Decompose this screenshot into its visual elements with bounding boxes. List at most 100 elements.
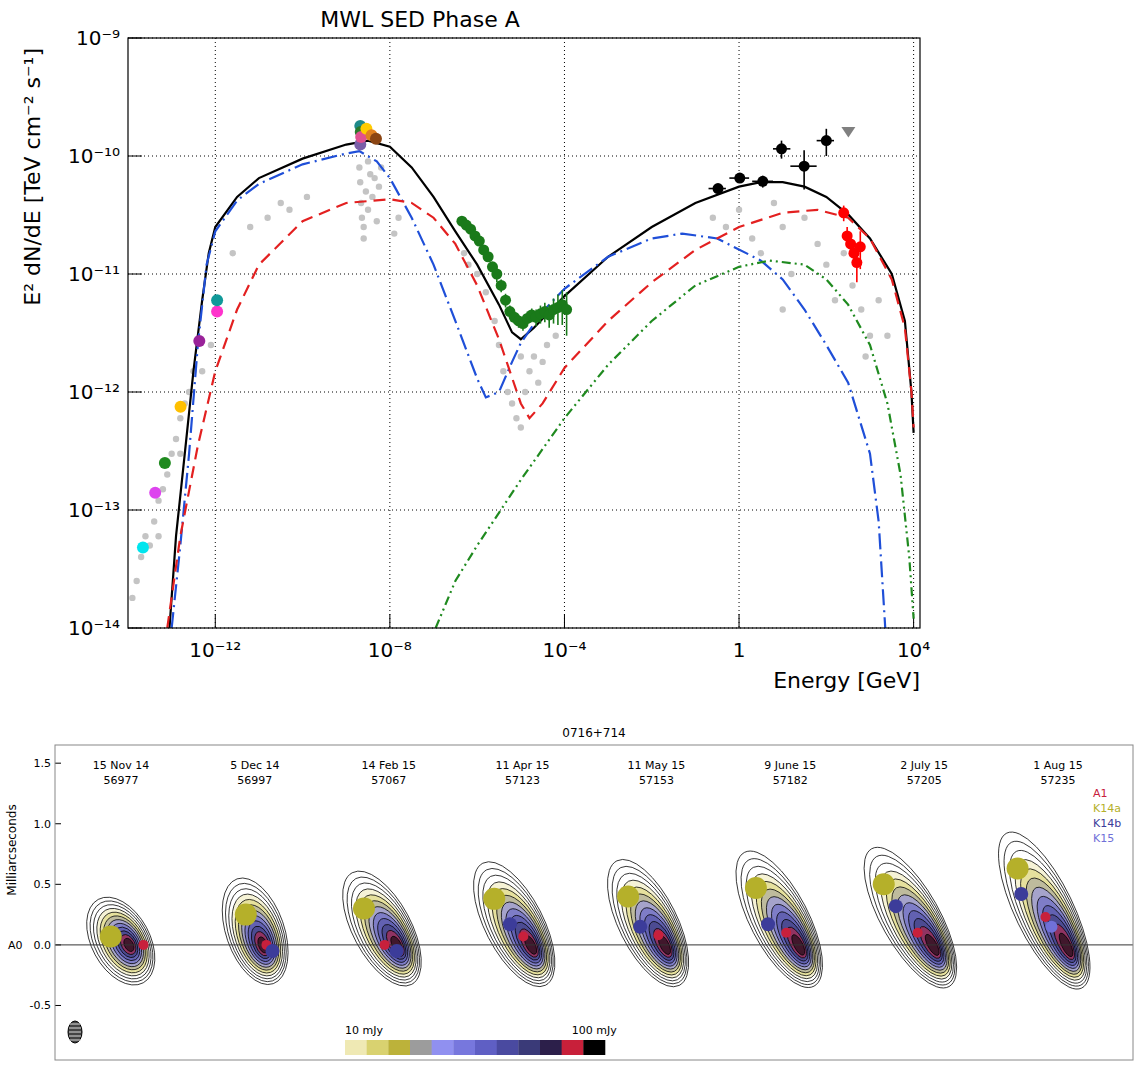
data-point (513, 415, 519, 421)
contour (226, 893, 289, 979)
data-point (491, 269, 502, 280)
data-point (509, 400, 515, 406)
component (1046, 921, 1058, 933)
beam-hatch (69, 1028, 81, 1029)
contour (1022, 881, 1090, 978)
contour (481, 880, 560, 983)
contour (764, 899, 820, 973)
colorbar-swatch (518, 1040, 540, 1055)
data-point (247, 224, 253, 230)
data-point (360, 224, 366, 230)
data-point (779, 224, 785, 230)
contour (895, 897, 954, 973)
data-point (208, 342, 214, 348)
data-point (544, 342, 550, 348)
reference-line (55, 944, 1133, 945)
colorbar-swatch (367, 1040, 389, 1055)
component (653, 930, 663, 940)
component (1040, 912, 1050, 922)
contour (516, 926, 542, 960)
axis-title: Energy [GeV] (773, 668, 920, 693)
contour-map (719, 839, 840, 1000)
model-curve (167, 199, 913, 628)
contour (881, 879, 960, 981)
data-point (823, 261, 829, 267)
contour (994, 841, 1102, 993)
data-point (360, 235, 366, 241)
component (483, 888, 505, 910)
data-point (483, 289, 489, 295)
component (503, 917, 517, 931)
tick (128, 274, 142, 275)
contour (231, 899, 287, 975)
component (100, 925, 122, 947)
contour (210, 869, 301, 993)
data-point (175, 401, 187, 413)
contour (615, 879, 694, 983)
contour (214, 875, 298, 989)
data-point (149, 487, 161, 499)
plot-frame (128, 38, 920, 628)
grid-line (128, 274, 920, 275)
data-point (304, 194, 310, 200)
epoch-date: 11 May 15 (628, 759, 686, 772)
tick-label: 1.0 (34, 818, 52, 831)
grid-line (389, 38, 390, 628)
contour (732, 856, 834, 992)
component (633, 920, 647, 934)
axis-title: E² dN/dE [TeV cm⁻² s⁻¹] (20, 48, 45, 306)
data-point (371, 175, 377, 181)
data-point (376, 183, 382, 189)
contour (349, 886, 426, 982)
legend-entry: K15 (1093, 832, 1114, 845)
data-point (374, 218, 380, 224)
data-point (500, 368, 506, 374)
epoch-mjd: 57205 (907, 774, 942, 787)
contour (853, 843, 971, 996)
data-point (496, 280, 507, 291)
contour (987, 831, 1104, 997)
data-point (758, 250, 764, 256)
contour (644, 918, 679, 964)
grid-line (913, 38, 914, 628)
data-point (788, 271, 794, 277)
data-point (734, 173, 745, 184)
colorbar-label: 10 mJy (345, 1024, 383, 1037)
data-point (710, 214, 716, 220)
contour (757, 890, 822, 976)
tick-label: 10⁻¹² (68, 380, 120, 404)
data-point (561, 304, 572, 315)
legend-entry: A1 (1093, 787, 1108, 800)
data-point (535, 379, 541, 385)
contour (909, 915, 948, 966)
colorbar-swatch (410, 1040, 432, 1055)
data-point (757, 176, 768, 187)
contour (591, 848, 705, 999)
data-point (369, 194, 375, 200)
tick (55, 823, 61, 824)
tick (128, 510, 142, 511)
beam (68, 1021, 82, 1043)
tick-label: 10⁻⁸ (368, 638, 412, 662)
component (761, 917, 775, 931)
contour-map (73, 886, 169, 997)
grid-line (739, 38, 740, 628)
data-point (749, 235, 755, 241)
contour (902, 906, 951, 969)
contour (218, 881, 295, 986)
panel-frame (55, 745, 1133, 1060)
colorbar-swatch (453, 1040, 475, 1055)
data-point (518, 353, 524, 359)
data-point (779, 306, 785, 312)
tick-label: 1 (733, 638, 746, 662)
data-point (211, 294, 223, 306)
contour-map (591, 848, 705, 999)
axis-title: Milliarcseconds (5, 804, 19, 895)
component (353, 898, 375, 920)
contour (222, 887, 292, 982)
data-point (286, 207, 292, 213)
data-point (164, 471, 170, 477)
data-point (395, 214, 401, 220)
data-point (363, 188, 369, 194)
contour (626, 895, 687, 976)
